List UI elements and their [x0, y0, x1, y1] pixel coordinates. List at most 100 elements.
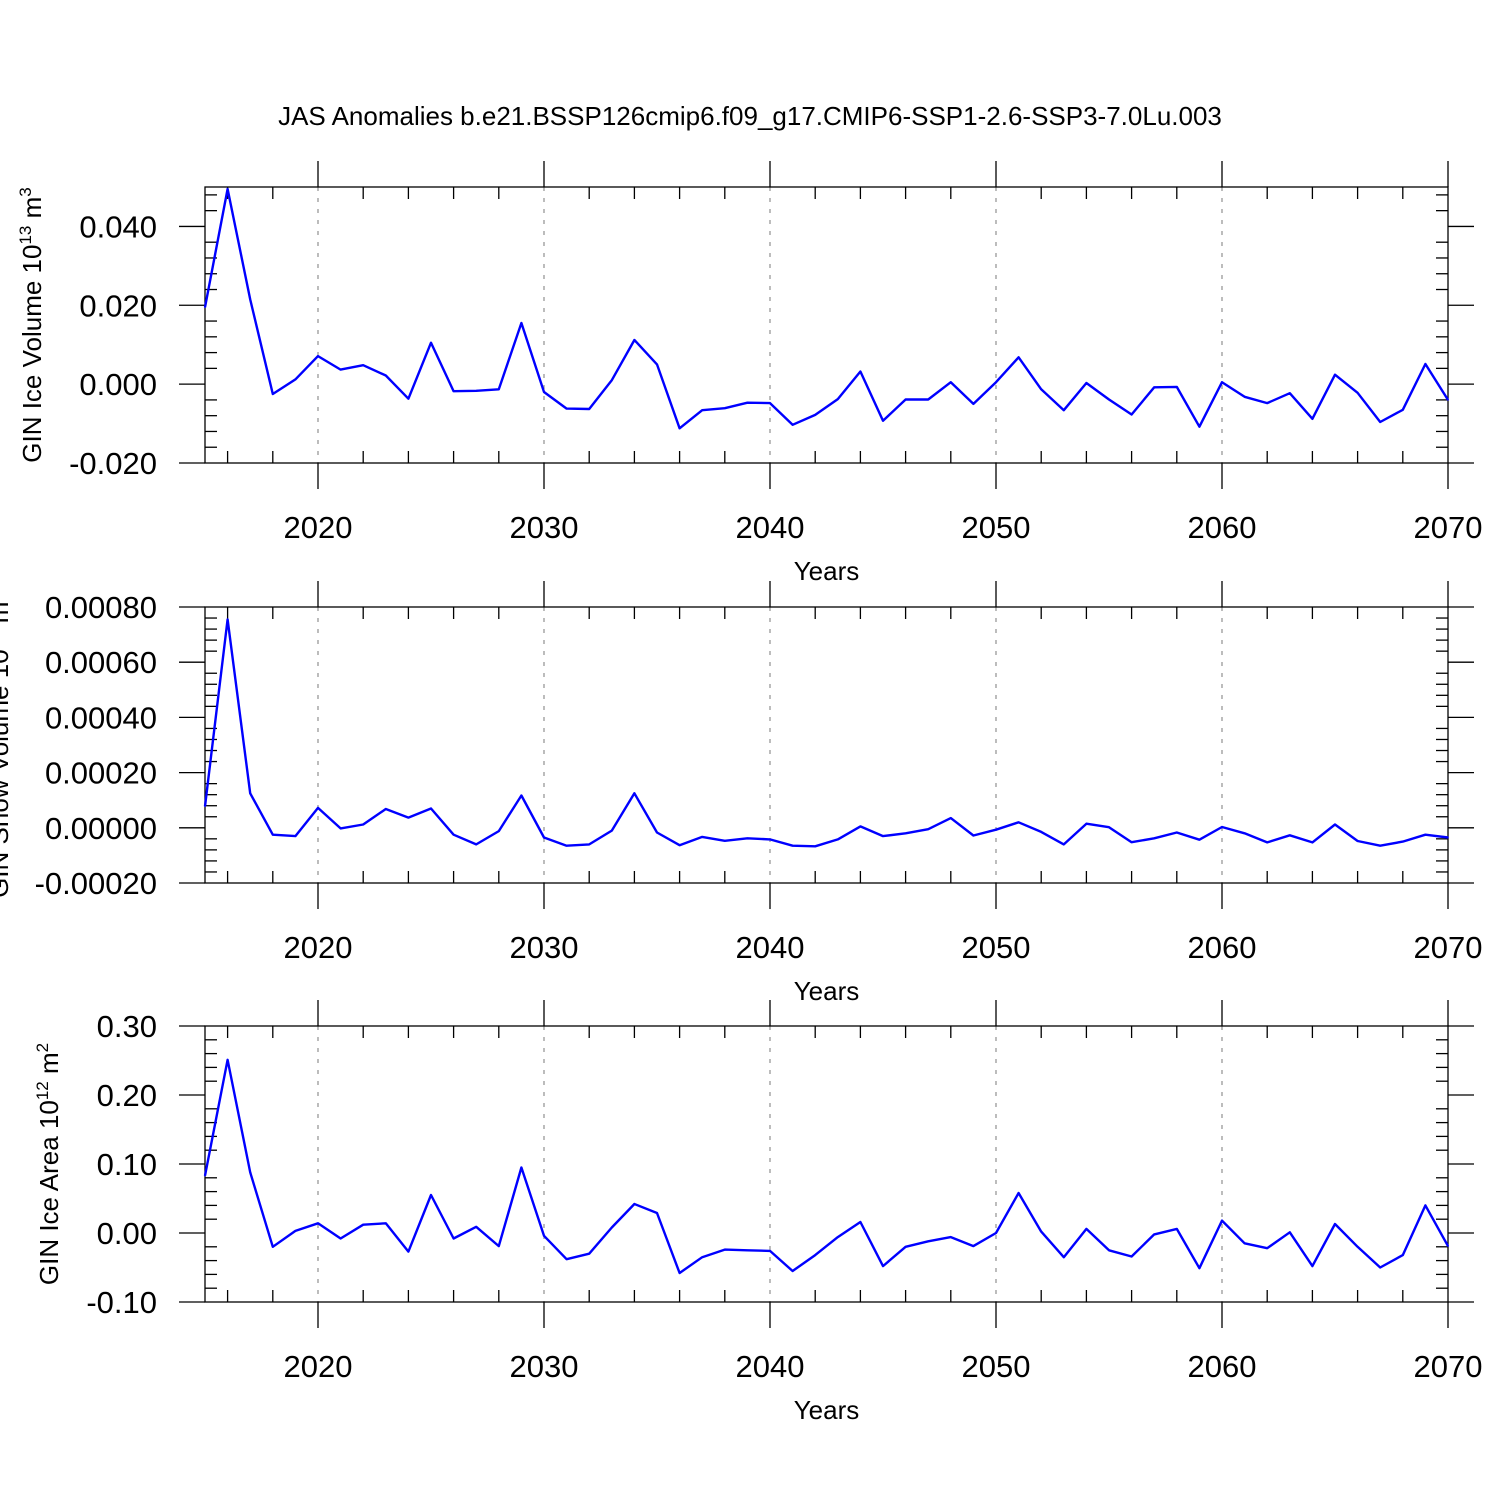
- x-tick-label: 2070: [1414, 1349, 1483, 1384]
- chart-panel-2: 0.00080 0.00060 0.00040 0.00020 0.00000 -0.00…: [0, 581, 1482, 1006]
- y-axis-label-part: m: [0, 602, 14, 631]
- data-point: [814, 1254, 816, 1256]
- x-tick-label: 2060: [1188, 1349, 1257, 1384]
- data-point: [204, 805, 206, 808]
- data-point: [995, 828, 997, 831]
- data-point: [1334, 823, 1336, 826]
- data-point: [724, 407, 726, 409]
- data-point: [339, 1237, 342, 1240]
- data-point: [543, 391, 545, 393]
- data-point: [317, 1222, 319, 1225]
- data-point: [1176, 386, 1178, 388]
- data-point: [1402, 408, 1404, 411]
- data-point: [1017, 1192, 1020, 1194]
- data-point: [249, 298, 251, 301]
- data-point: [317, 807, 319, 809]
- y-tick-label: 0.00040: [45, 700, 157, 735]
- x-axis-label: Years: [794, 556, 860, 586]
- y-axis-label: GIN Snow Volume 1013 m3: [0, 592, 14, 898]
- data-point: [791, 1270, 794, 1272]
- data-point: [791, 423, 794, 426]
- data-point: [385, 808, 387, 810]
- data-point: [407, 1250, 410, 1253]
- data-point: [837, 838, 839, 841]
- data-point: [362, 364, 365, 367]
- x-tick-label: 2020: [284, 930, 353, 965]
- y-tick-label: 0.00000: [45, 811, 157, 846]
- y-tick-label: 0.020: [79, 288, 157, 323]
- x-tick-label: 2070: [1414, 930, 1483, 965]
- data-point: [1447, 1245, 1449, 1247]
- data-point: [678, 844, 681, 846]
- x-tick-label: 2050: [962, 1349, 1031, 1384]
- data-point: [746, 401, 749, 404]
- data-point: [1334, 1223, 1336, 1225]
- chart-panel-1: 0.040 0.020 0.000 -0.020 2020 2030 2040 2050 206…: [16, 161, 1482, 586]
- data-point: [1085, 382, 1088, 384]
- data-point: [565, 1258, 568, 1261]
- data-point: [972, 834, 975, 837]
- data-point: [927, 828, 929, 830]
- y-axis-label-exponent: 13: [0, 630, 2, 649]
- data-point: [407, 397, 410, 400]
- data-point: [1266, 1247, 1268, 1249]
- data-point: [1085, 822, 1088, 825]
- data-point: [995, 381, 997, 383]
- data-point: [814, 414, 816, 416]
- data-point: [1356, 1246, 1359, 1248]
- x-tick-label: 2040: [736, 930, 805, 965]
- data-point: [746, 837, 749, 840]
- data-point: [1356, 392, 1359, 394]
- x-tick-label: 2020: [284, 1349, 353, 1384]
- data-point: [588, 843, 590, 846]
- y-axis-label-exponent: 3: [0, 592, 2, 601]
- x-tick-label: 2030: [510, 510, 579, 545]
- data-point: [294, 1230, 297, 1232]
- data-point: [950, 381, 952, 383]
- data-point: [204, 306, 206, 309]
- x-tick-label: 2050: [962, 930, 1031, 965]
- data-point: [452, 1237, 455, 1240]
- y-tick-label: -0.10: [86, 1285, 157, 1320]
- y-axis-label-part: GIN Ice Area 10: [34, 1100, 64, 1285]
- y-tick-label: -0.00020: [35, 866, 157, 901]
- data-point: [701, 836, 703, 838]
- data-point: [1063, 409, 1065, 411]
- data-point: [430, 1194, 432, 1196]
- data-point: [1243, 1242, 1246, 1245]
- data-series-line: [203, 618, 1449, 848]
- data-point: [1402, 1254, 1404, 1256]
- data-point: [1289, 1231, 1291, 1234]
- data-point: [1063, 843, 1065, 846]
- data-point: [837, 398, 839, 400]
- x-tick-label: 2040: [736, 510, 805, 545]
- data-point: [1017, 821, 1020, 824]
- data-point: [543, 1234, 545, 1237]
- data-point: [904, 832, 907, 835]
- data-point: [249, 792, 251, 795]
- data-point: [611, 1226, 613, 1229]
- data-point: [656, 831, 658, 834]
- data-point: [1334, 373, 1336, 376]
- plot-frame: [204, 606, 1449, 884]
- x-tick-label: 2060: [1188, 930, 1257, 965]
- data-point: [769, 838, 771, 841]
- data-point: [633, 1203, 636, 1205]
- data-point: [1108, 1249, 1110, 1252]
- data-point: [1198, 838, 1201, 841]
- data-point: [588, 408, 590, 410]
- data-point: [701, 409, 703, 411]
- x-tick-label: 2030: [510, 930, 579, 965]
- data-point: [950, 1236, 952, 1238]
- y-axis-label-part: m: [34, 1052, 64, 1081]
- data-point: [543, 836, 545, 839]
- data-point: [904, 1246, 907, 1248]
- data-point: [972, 403, 975, 405]
- data-point: [1289, 834, 1291, 837]
- data-point: [927, 398, 929, 401]
- y-axis-label: GIN Ice Volume 1013 m3: [16, 187, 47, 463]
- y-tick-label: 0.00020: [45, 756, 157, 791]
- data-point: [1130, 413, 1133, 416]
- x-tick-label: 2020: [284, 510, 353, 545]
